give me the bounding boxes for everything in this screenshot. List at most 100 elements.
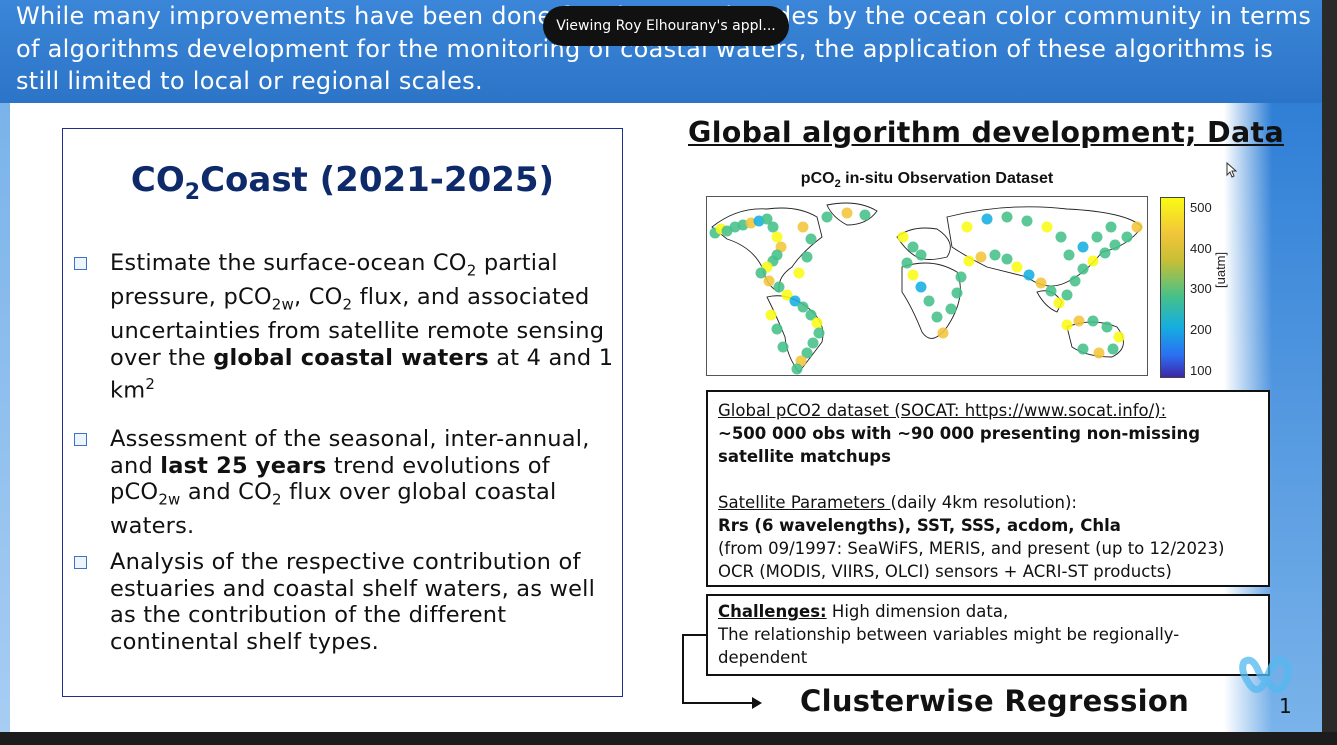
screen-share-viewing-label[interactable]: Viewing Roy Elhourany's appl... <box>543 6 789 46</box>
world-map <box>706 196 1148 376</box>
challenges-line1: Challenges: High dimension data, <box>718 602 1009 621</box>
observation-point <box>897 231 909 243</box>
observation-point <box>945 303 957 315</box>
observation-point <box>765 309 777 321</box>
window-edge <box>1322 0 1337 745</box>
observation-point <box>901 257 913 269</box>
colorbar <box>1160 197 1185 378</box>
observation-point <box>915 281 927 293</box>
observation-point <box>1077 241 1089 253</box>
window-bottom-edge <box>0 732 1337 745</box>
bullet-square-icon <box>74 433 87 446</box>
observation-point <box>1093 347 1105 359</box>
global-algorithm-title: Global algorithm development; Data <box>688 116 1284 149</box>
observation-point <box>801 251 813 263</box>
observation-point <box>975 251 987 263</box>
observation-point <box>859 209 871 221</box>
observation-point <box>805 309 817 321</box>
observation-point <box>1105 221 1117 233</box>
observation-point <box>1045 285 1057 297</box>
observation-point <box>1001 211 1013 223</box>
observation-point <box>1023 269 1035 281</box>
challenges-box: Challenges: High dimension data, The rel… <box>706 594 1270 676</box>
observation-point <box>761 213 773 225</box>
co2coast-title: CO2Coast (2021-2025) <box>130 160 555 205</box>
map-title: pCO2 in-situ Observation Dataset <box>800 170 1054 191</box>
observation-point <box>1035 277 1047 289</box>
observation-point <box>989 249 1001 261</box>
observation-point <box>807 337 819 349</box>
observation-point <box>1061 289 1073 301</box>
observation-point <box>951 287 963 299</box>
observation-point <box>771 323 783 335</box>
observation-point <box>1001 253 1013 265</box>
connector-line <box>682 634 684 704</box>
observation-point <box>771 231 783 243</box>
observation-point <box>915 249 927 261</box>
arrow-right-icon <box>752 697 762 709</box>
observation-point <box>1055 231 1067 243</box>
observation-point <box>777 341 789 353</box>
observation-point <box>955 271 967 283</box>
colorbar-unit: [uatm] <box>1213 251 1228 288</box>
observation-point <box>1069 275 1081 287</box>
bullet-square-icon <box>74 556 87 569</box>
dataset-info-box: Global pCO2 dataset (SOCAT: https://www.… <box>706 390 1270 587</box>
observation-point <box>1077 263 1089 275</box>
colorbar-tick: 100 <box>1190 363 1212 378</box>
observation-point <box>1087 255 1099 267</box>
observation-point <box>789 295 801 307</box>
observation-point <box>937 327 949 339</box>
challenges-line2: The relationship between variables might… <box>718 625 1180 667</box>
map-svg <box>709 202 1143 375</box>
dataset-count: ~500 000 obs with ~90 000 presenting non… <box>718 424 1201 466</box>
spacer <box>718 468 1258 491</box>
satellite-params-line: Satellite Parameters (daily 4km resoluti… <box>718 493 1077 512</box>
observation-point <box>963 255 975 267</box>
observation-point <box>1121 231 1133 243</box>
observation-points <box>709 207 1143 375</box>
observation-point <box>923 295 935 307</box>
connector-line <box>682 634 706 636</box>
observation-point <box>1011 261 1023 273</box>
observation-point <box>811 317 823 329</box>
observation-point <box>773 281 785 293</box>
mouse-cursor-icon <box>1226 162 1238 178</box>
observation-point <box>781 289 793 301</box>
co2coast-panel <box>62 128 623 697</box>
observation-point <box>821 211 833 223</box>
observation-point <box>1073 315 1085 327</box>
observation-point <box>1091 231 1103 243</box>
observation-point <box>801 347 813 359</box>
observation-point <box>797 301 809 313</box>
observation-point <box>793 267 805 279</box>
observation-point <box>981 213 993 225</box>
observation-point <box>1131 221 1143 233</box>
observation-point <box>1107 343 1119 355</box>
left-decoration <box>0 103 10 732</box>
bullet-square-icon <box>74 257 87 270</box>
observation-point <box>797 221 809 233</box>
observation-point <box>907 241 919 253</box>
presentation-slide: While many improvements have been done f… <box>0 0 1322 732</box>
observation-point <box>1113 331 1125 343</box>
colorbar-tick: 300 <box>1190 281 1212 296</box>
observation-point <box>1053 297 1065 309</box>
observation-point <box>931 311 943 323</box>
observation-point <box>1041 221 1053 233</box>
colorbar-tick: 400 <box>1190 241 1212 256</box>
satellite-params-list: Rrs (6 wavelengths), SST, SSS, acdom, Ch… <box>718 516 1121 535</box>
slide-number: 1 <box>1279 694 1292 718</box>
observation-point <box>961 221 973 233</box>
observation-point <box>813 327 825 339</box>
observation-point <box>1061 319 1073 331</box>
observation-point <box>1087 315 1099 327</box>
observation-point <box>1063 249 1075 261</box>
observation-point <box>1109 239 1121 251</box>
observation-point <box>1021 215 1033 227</box>
observation-point <box>767 221 779 233</box>
webex-logo-icon <box>1239 656 1293 693</box>
observation-point <box>1077 343 1089 355</box>
colorbar-tick: 500 <box>1190 200 1212 215</box>
observation-point <box>841 207 853 219</box>
